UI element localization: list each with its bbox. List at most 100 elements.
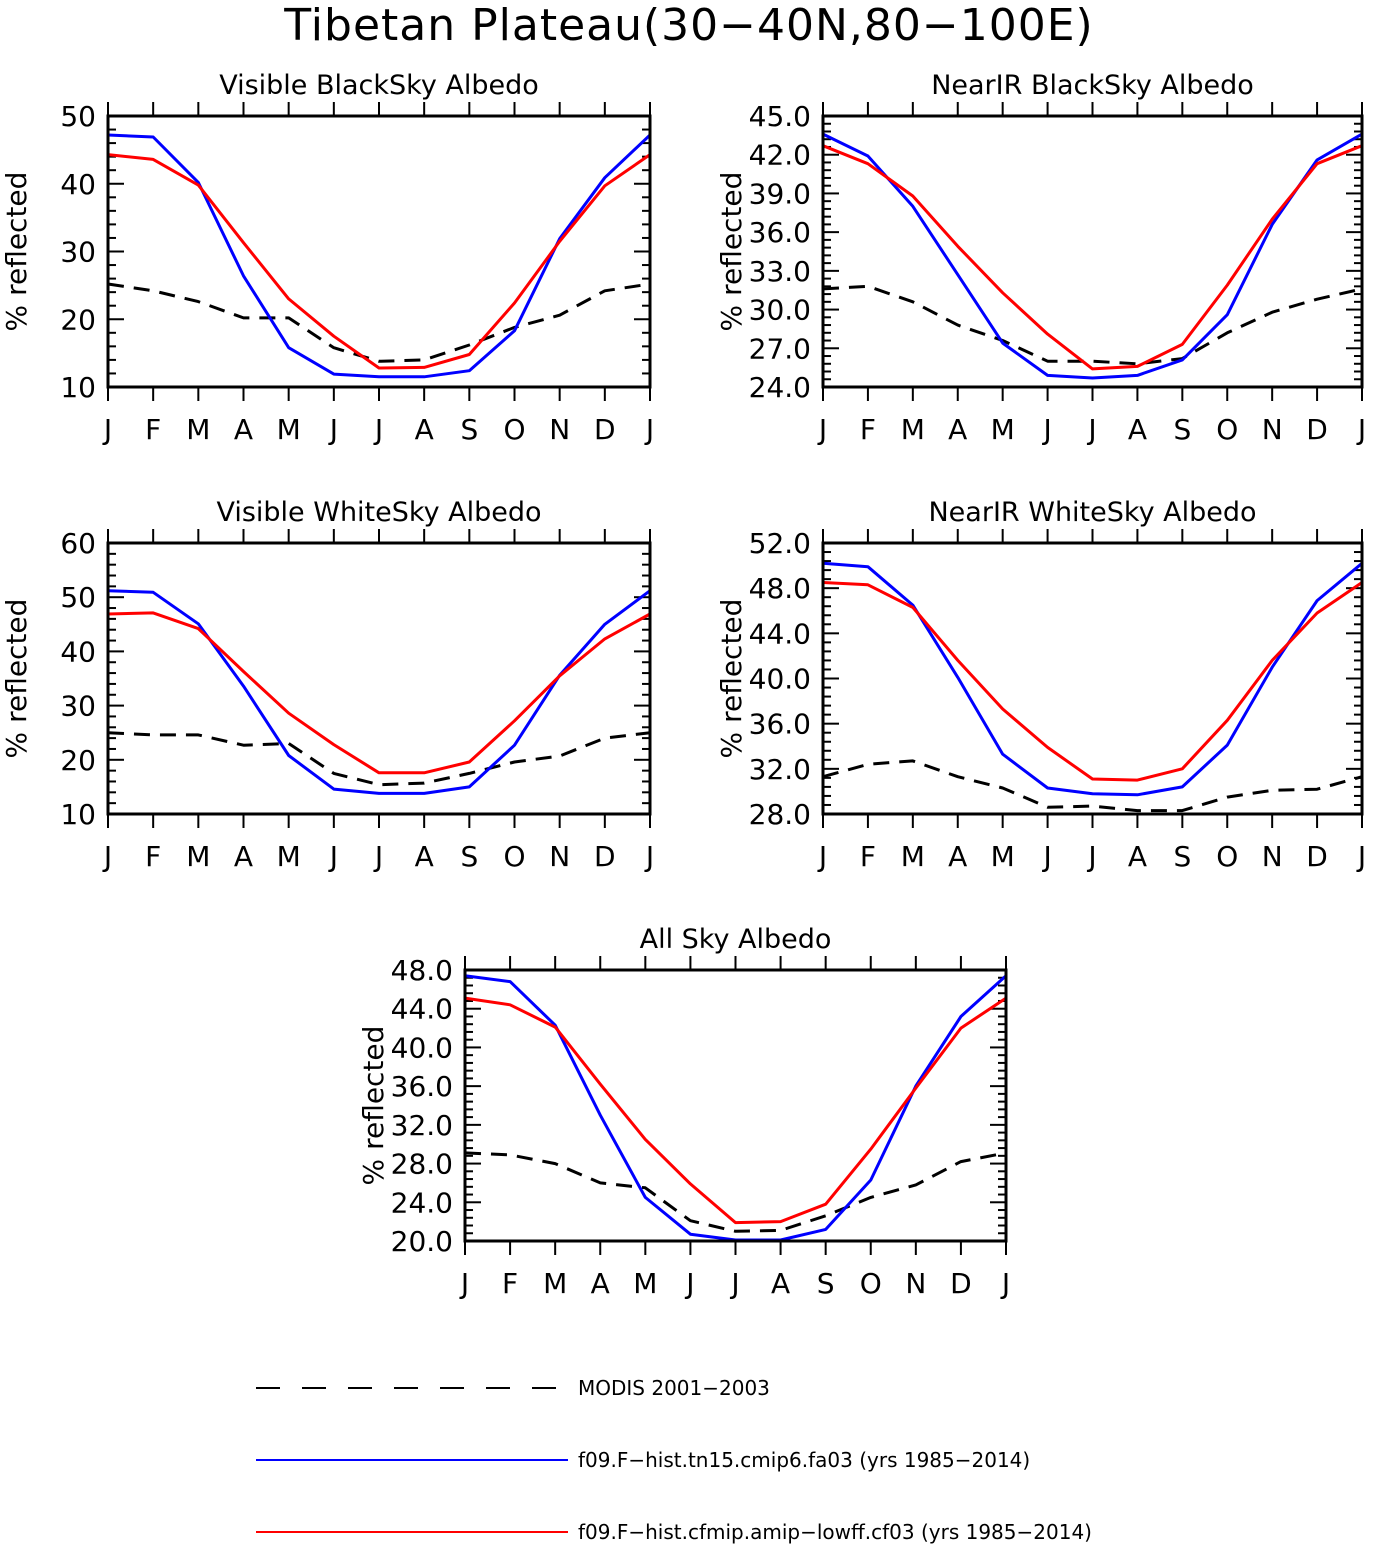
panel-title: All Sky Albedo	[640, 924, 832, 955]
y-tick-label: 28.0	[391, 1148, 453, 1181]
modis-series-line	[822, 759, 1363, 813]
x-tick-label: S	[460, 413, 478, 446]
plot-frame	[106, 541, 652, 816]
y-tick-label: 36.0	[749, 216, 811, 249]
y-tick-label: 50	[60, 581, 96, 614]
x-tick-label: M	[901, 413, 925, 446]
chart-panel: All Sky Albedo % reflected 20.0 24.0 28.0 32.…	[357, 924, 1010, 1300]
x-tick-label: J	[1356, 840, 1366, 873]
plot-frame	[821, 541, 1364, 816]
x-tick-label: A	[234, 413, 253, 446]
y-tick-label: 44.0	[391, 993, 453, 1026]
modis-series-line	[464, 1151, 1007, 1233]
x-tick-label: M	[186, 840, 210, 873]
x-tick-label: A	[415, 413, 434, 446]
x-tick-label: A	[1128, 413, 1147, 446]
y-tick-label: 32.0	[749, 753, 811, 786]
legend-label: f09.F−hist.tn15.cmip6.fa03 (yrs 1985−201…	[578, 1448, 1030, 1472]
legend-label: MODIS 2001−2003	[578, 1376, 770, 1400]
x-tick-label: O	[860, 1267, 882, 1300]
x-tick-label: J	[373, 413, 383, 446]
x-tick-label: N	[549, 840, 570, 873]
y-axis-label: % reflected	[715, 599, 748, 759]
y-tick-label: 10	[60, 798, 96, 831]
fa03-series-line	[822, 561, 1363, 797]
x-tick-label: J	[102, 413, 112, 446]
x-tick-label: J	[644, 840, 654, 873]
x-tick-label: F	[502, 1267, 518, 1300]
panel-title: NearIR BlackSky Albedo	[931, 70, 1254, 101]
y-tick-label: 33.0	[749, 255, 811, 288]
x-tick-label: D	[1306, 413, 1328, 446]
y-tick-label: 20	[60, 303, 96, 336]
fa03-series-line	[464, 974, 1008, 1242]
fa03-series-line	[107, 589, 651, 795]
x-tick-label: M	[186, 413, 210, 446]
y-tick-label: 42.0	[749, 139, 811, 172]
x-tick-label: M	[277, 413, 301, 446]
y-axis-label: % reflected	[0, 599, 33, 759]
y-axis-label: % reflected	[0, 172, 33, 332]
y-tick-label: 30.0	[749, 294, 811, 327]
y-tick-label: 32.0	[391, 1109, 453, 1142]
y-tick-label: 60	[60, 527, 96, 560]
y-tick-label: 36.0	[749, 708, 811, 741]
x-tick-label: J	[1000, 1267, 1010, 1300]
x-tick-label: A	[591, 1267, 610, 1300]
x-tick-label: J	[328, 840, 338, 873]
y-tick-label: 39.0	[749, 177, 811, 210]
y-tick-label: 48.0	[391, 954, 453, 987]
y-axis-label: % reflected	[357, 1026, 390, 1186]
x-tick-label: O	[503, 840, 525, 873]
chart-panel: Visible BlackSky Albedo % reflected 10 20 30…	[0, 70, 654, 446]
y-tick-label: 27.0	[749, 332, 811, 365]
x-tick-label: S	[1173, 413, 1191, 446]
cf03-series-line	[464, 996, 1007, 1225]
plot-frame	[106, 114, 652, 389]
x-tick-label: N	[549, 413, 570, 446]
legend-label: f09.F−hist.cfmip.amip−lowff.cf03 (yrs 19…	[578, 1520, 1092, 1544]
chart-panel: Visible WhiteSky Albedo % reflected 10 20 30…	[0, 497, 654, 873]
y-tick-label: 52.0	[749, 527, 811, 560]
figure-title: Tibetan Plateau(30−40N,80−100E)	[284, 0, 1094, 51]
x-tick-label: M	[277, 840, 301, 873]
y-tick-label: 10	[60, 371, 96, 404]
y-tick-label: 24.0	[749, 371, 811, 404]
y-tick-label: 40	[60, 168, 96, 201]
x-tick-label: J	[373, 840, 383, 873]
y-tick-label: 30	[60, 236, 96, 269]
x-tick-label: J	[729, 1267, 739, 1300]
x-tick-label: A	[948, 840, 967, 873]
x-tick-label: J	[1086, 840, 1096, 873]
x-tick-label: S	[460, 840, 478, 873]
y-tick-label: 40	[60, 635, 96, 668]
x-tick-label: A	[771, 1267, 790, 1300]
y-tick-label: 50	[60, 100, 96, 133]
fa03-series-line	[822, 132, 1363, 380]
y-tick-label: 28.0	[749, 798, 811, 831]
x-tick-label: N	[1262, 413, 1283, 446]
fa03-series-line	[107, 133, 652, 379]
x-tick-label: F	[860, 840, 876, 873]
modis-series-line	[107, 731, 651, 787]
x-tick-label: A	[1128, 840, 1147, 873]
x-tick-label: S	[817, 1267, 835, 1300]
cf03-series-line	[822, 144, 1363, 371]
panel-title: Visible WhiteSky Albedo	[216, 497, 541, 528]
x-tick-label: J	[1041, 413, 1051, 446]
cf03-series-line	[107, 611, 651, 775]
legend: MODIS 2001−2003 f09.F−hist.tn15.cmip6.fa0…	[256, 1376, 1092, 1544]
cf03-series-line	[107, 153, 651, 370]
x-tick-label: A	[234, 840, 253, 873]
x-tick-label: O	[1216, 840, 1238, 873]
x-tick-label: M	[991, 840, 1015, 873]
y-tick-label: 36.0	[391, 1070, 453, 1103]
x-tick-label: N	[905, 1267, 926, 1300]
y-tick-label: 48.0	[749, 572, 811, 605]
y-tick-label: 44.0	[749, 617, 811, 650]
x-tick-label: A	[415, 840, 434, 873]
x-tick-label: M	[991, 413, 1015, 446]
modis-series-line	[822, 284, 1363, 366]
x-tick-label: D	[594, 840, 616, 873]
